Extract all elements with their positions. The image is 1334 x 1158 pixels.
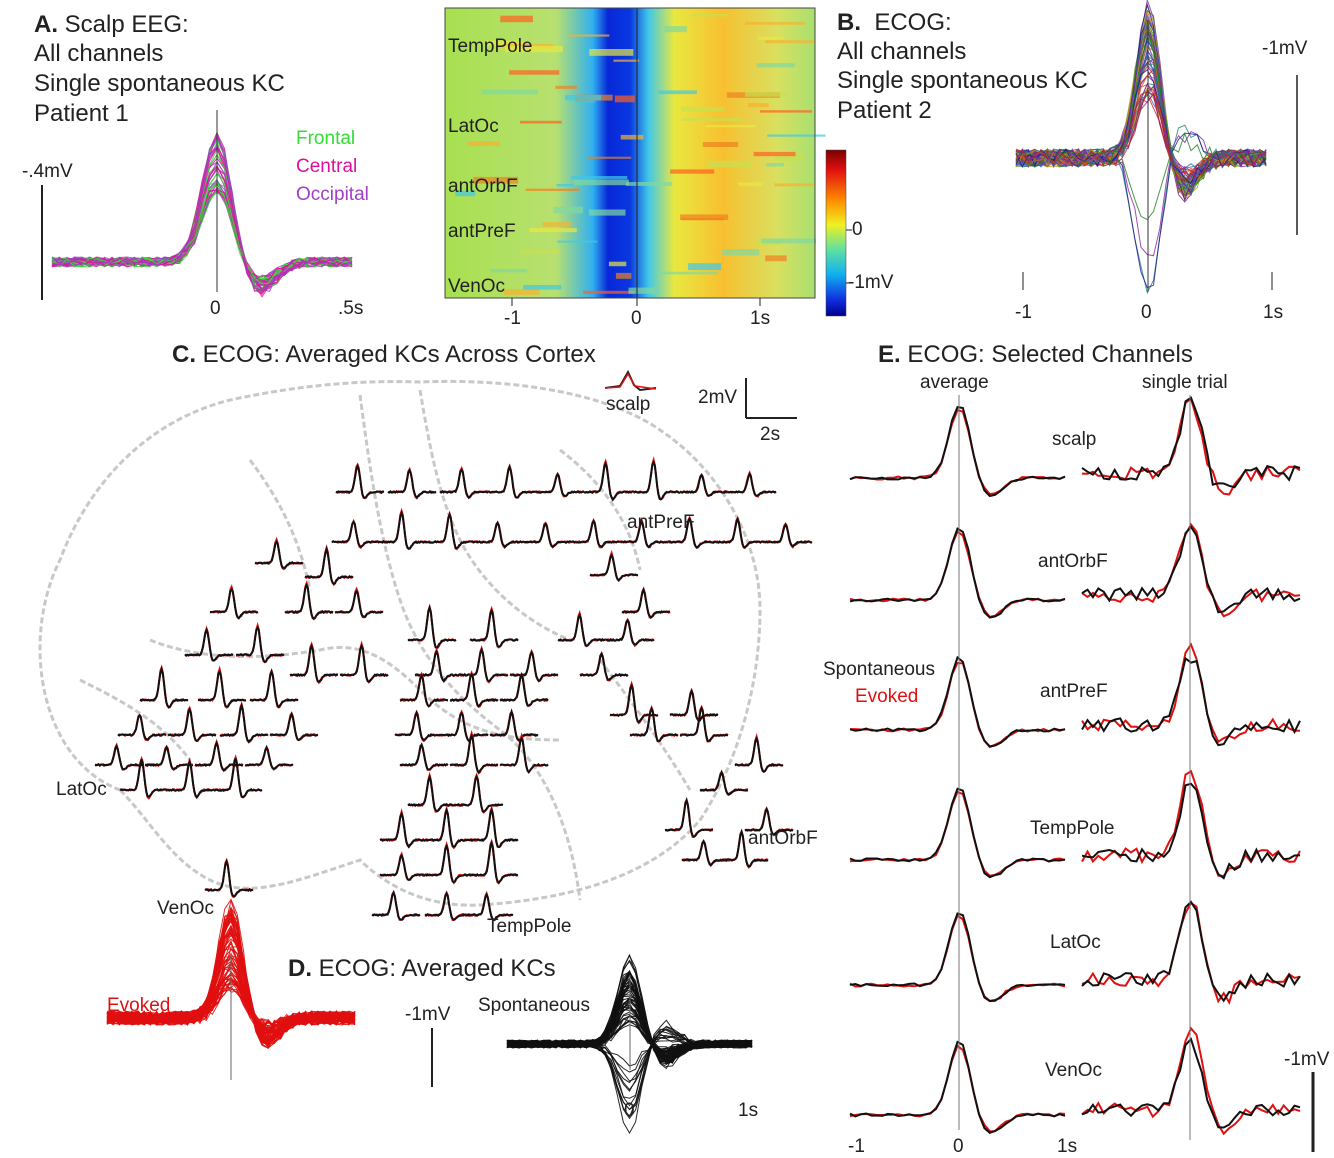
panelE-legend-evoked: Evoked	[855, 686, 919, 707]
panelE-tick-neg1: -1	[848, 1136, 865, 1157]
panelA-scale-label: -.4mV	[22, 161, 73, 182]
cbar-tick-1mv: -1mV	[848, 272, 894, 293]
panelB-title-1: B. ECOG:	[837, 9, 952, 36]
colorbar	[825, 149, 852, 317]
panelB-title-3: Single spontaneous KC	[837, 67, 1088, 94]
panelD-evoked-label: Evoked	[107, 995, 171, 1016]
panelE-row-antorbf: antOrbF	[1038, 551, 1108, 572]
panelD-title: D. ECOG: Averaged KCs	[288, 955, 556, 982]
panelB-tick-neg1: -1	[1015, 302, 1032, 323]
hm-tick-neg1: -1	[504, 308, 521, 329]
panelA-title-4: Patient 1	[34, 100, 129, 127]
panelB-title-4: Patient 2	[837, 97, 932, 124]
panelC-scalp-label: scalp	[606, 394, 651, 415]
panelE-row-temppole: TempPole	[1030, 818, 1115, 839]
panelC-scale-s: 2s	[760, 424, 781, 445]
legend-central: Central	[296, 156, 358, 177]
panelD-tick-0: 0	[624, 1100, 635, 1121]
hm-tick-1s: 1s	[750, 308, 771, 329]
panelA-traces	[51, 130, 353, 298]
hm-label-latoc: LatOc	[448, 116, 499, 137]
panelE-row-antpref: antPreF	[1040, 681, 1108, 702]
panelC-title: C. ECOG: Averaged KCs Across Cortex	[172, 341, 596, 368]
panelD-spont-label: Spontaneous	[478, 995, 590, 1016]
panelA-tick-05: .5s	[338, 298, 364, 319]
panelE-tick-0: 0	[953, 1136, 964, 1157]
panelA-title-2: All channels	[34, 40, 164, 67]
panelA-title-1: A. Scalp EEG:	[34, 11, 189, 38]
panelE-col-average: average	[920, 372, 989, 393]
region-venoc: VenOc	[157, 898, 215, 919]
kc-waveforms	[94, 456, 813, 922]
panelE-title: E. ECOG: Selected Channels	[878, 341, 1193, 368]
panelB-tick-1s: 1s	[1263, 302, 1284, 323]
panelE-col-single: single trial	[1142, 372, 1228, 393]
panelE-legend-spont: Spontaneous	[823, 659, 935, 680]
heatmap	[444, 7, 826, 306]
region-antpref: antPreF	[627, 512, 695, 533]
panelD-spont-traces	[506, 953, 753, 1135]
panelC-scalebar	[745, 378, 797, 419]
panelD-tick-1s: 1s	[738, 1100, 759, 1121]
panelE-traces	[849, 396, 1301, 1136]
brain-outline	[38, 379, 762, 907]
hm-label-antpref: antPreF	[448, 221, 516, 242]
panelA-title-3: Single spontaneous KC	[34, 70, 285, 97]
panelC-scale-mv: 2mV	[698, 387, 738, 408]
legend-frontal: Frontal	[296, 128, 356, 149]
panelE-row-latoc: LatOc	[1050, 932, 1101, 953]
region-temppole: TempPole	[487, 916, 572, 937]
panelB-traces	[1015, 0, 1267, 295]
panelD-evoked-traces	[106, 898, 356, 1049]
panelE-scale-label: -1mV	[1284, 1049, 1330, 1070]
hm-label-antorbf: antOrbF	[448, 176, 518, 197]
legend-occipital: Occipital	[296, 184, 369, 205]
cbar-tick-0: 0	[852, 219, 863, 240]
region-antorbf: antOrbF	[748, 828, 818, 849]
panelB-title-2: All channels	[837, 38, 967, 65]
panelD-scale-label: -1mV	[405, 1004, 451, 1025]
hm-label-venoc: VenOc	[448, 276, 506, 297]
panelA-tick-0: 0	[210, 298, 221, 319]
panelE-row-venoc: VenOc	[1045, 1060, 1103, 1081]
panelB-tick-0: 0	[1141, 302, 1152, 323]
region-latoc: LatOc	[56, 779, 107, 800]
panelE-tick-1s: 1s	[1057, 1136, 1078, 1157]
panelB-scale-label: -1mV	[1262, 38, 1308, 59]
hm-label-temppole: TempPole	[448, 36, 533, 57]
panelE-row-scalp: scalp	[1052, 429, 1097, 450]
hm-tick-0: 0	[631, 308, 642, 329]
